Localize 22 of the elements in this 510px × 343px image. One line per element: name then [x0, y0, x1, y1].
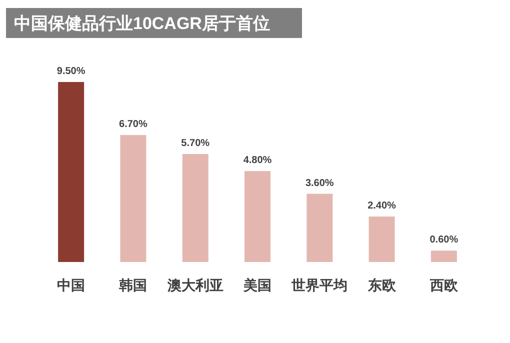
data-label: 9.50% [56, 66, 86, 77]
x-tick-label: 西欧 [428, 277, 459, 293]
data-label: 0.60% [430, 234, 458, 246]
x-tick-label: 世界平均 [290, 277, 348, 293]
bar [430, 250, 457, 262]
x-tick-label: 美国 [242, 277, 272, 293]
data-label: 5.70% [181, 138, 210, 149]
chart-title: 中国保健品行业10CAGR居于首位 [14, 14, 270, 33]
data-label: 6.70% [119, 119, 148, 130]
bar [182, 154, 208, 262]
x-tick-label: 澳大利亚 [166, 277, 224, 293]
data-label: 3.60% [305, 178, 334, 189]
data-label: 4.80% [243, 155, 272, 166]
bar [306, 194, 333, 262]
data-label: 2.40% [368, 200, 396, 212]
bar [244, 171, 270, 262]
bar [120, 135, 146, 262]
x-tick-label: 韩国 [118, 277, 148, 293]
bar [58, 82, 84, 262]
bar [368, 216, 395, 262]
x-tick-label: 东欧 [366, 277, 397, 293]
x-tick-label: 中国 [57, 277, 86, 293]
